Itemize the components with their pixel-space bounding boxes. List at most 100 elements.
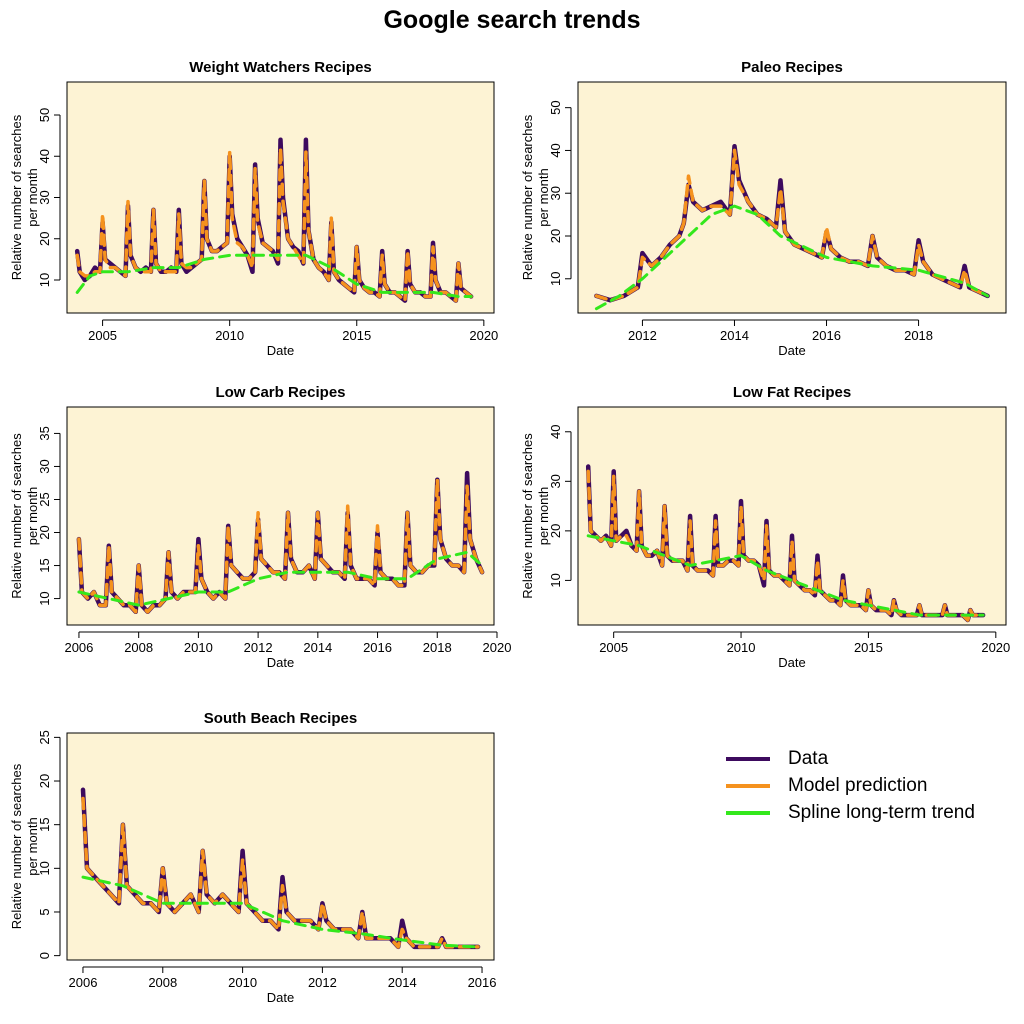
x-tick-label: 2014 (303, 640, 332, 655)
series-line (81, 796, 480, 949)
y-tick-label: 30 (37, 459, 52, 473)
y-tick-label: 30 (548, 186, 563, 200)
y-tick-label: 20 (37, 232, 52, 246)
x-tick-label: 2015 (342, 328, 371, 343)
plot-frame (66, 732, 495, 961)
x-tick-label: 2012 (628, 328, 657, 343)
y-tick-label: 20 (548, 524, 563, 538)
x-tick-label: 2014 (388, 975, 417, 990)
x-tick-label: 2010 (727, 640, 756, 655)
series-line (77, 477, 484, 614)
y-axis-label: per month (536, 168, 551, 227)
plot-background (578, 407, 1006, 625)
y-tick-label: 15 (37, 817, 52, 831)
x-tick-label: 2008 (124, 640, 153, 655)
x-tick-label: 2012 (308, 975, 337, 990)
y-tick-label: 40 (548, 143, 563, 157)
y-tick-label: 15 (37, 558, 52, 572)
chart-title: Low Carb Recipes (215, 384, 345, 401)
x-tick-label: 2005 (88, 328, 117, 343)
figure-title: Google search trends (383, 6, 641, 34)
y-tick-label: 25 (37, 492, 52, 506)
x-axis-label: Date (267, 990, 294, 1005)
x-axis-label: Date (267, 343, 294, 358)
y-tick-label: 10 (548, 272, 563, 286)
y-tick-label: 50 (37, 108, 52, 122)
chart-title: Weight Watchers Recipes (189, 59, 372, 76)
plot-frame (577, 406, 1007, 626)
y-axis-label: per month (536, 487, 551, 546)
chart-title: South Beach Recipes (204, 710, 357, 727)
y-tick-label: 35 (37, 426, 52, 440)
x-tick-label: 2018 (423, 640, 452, 655)
y-tick-label: 10 (37, 273, 52, 287)
series-line (81, 875, 480, 949)
x-axis-label: Date (778, 343, 805, 358)
x-tick-label: 2015 (854, 640, 883, 655)
y-tick-label: 40 (548, 425, 563, 439)
y-tick-label: 20 (548, 229, 563, 243)
y-tick-label: 25 (37, 730, 52, 744)
y-tick-label: 10 (37, 861, 52, 875)
y-tick-label: 20 (37, 525, 52, 539)
x-tick-label: 2020 (469, 328, 498, 343)
y-tick-label: 20 (37, 774, 52, 788)
series-line (594, 204, 990, 311)
x-tick-label: 2005 (599, 640, 628, 655)
x-tick-label: 2008 (148, 975, 177, 990)
y-axis-label: Relative number of searches (520, 433, 535, 599)
chart-panel: Low Fat Recipes 2005 2010 2015 2020 Date 10 20 3… (520, 384, 1010, 670)
y-tick-label: 5 (37, 908, 52, 915)
plot-frame (577, 81, 1007, 314)
chart-panel: Paleo Recipes 2012 2014 2016 2018 Date 10 20 30 4… (520, 59, 1007, 358)
legend-swatch-model (726, 783, 770, 788)
chart-title: Low Fat Recipes (733, 384, 851, 401)
x-tick-label: 2012 (244, 640, 273, 655)
chart-title: Paleo Recipes (741, 59, 843, 76)
y-axis-label: Relative number of searches (520, 114, 535, 280)
y-tick-label: 30 (37, 190, 52, 204)
x-tick-label: 2016 (812, 328, 841, 343)
y-axis-label: Relative number of searches (9, 433, 24, 599)
x-axis-label: Date (778, 655, 805, 670)
y-tick-label: 40 (37, 149, 52, 163)
x-tick-label: 2006 (69, 975, 98, 990)
y-axis-label: per month (25, 487, 40, 546)
x-tick-label: 2006 (64, 640, 93, 655)
legend-label: Spline long-term trend (788, 801, 975, 823)
x-tick-label: 2010 (228, 975, 257, 990)
x-tick-label: 2010 (184, 640, 213, 655)
y-tick-label: 50 (548, 100, 563, 114)
y-axis-label: Relative number of searches (9, 114, 24, 280)
x-axis-label: Date (267, 655, 294, 670)
series-line (594, 148, 990, 302)
x-tick-label: 2010 (215, 328, 244, 343)
y-tick-label: 10 (37, 591, 52, 605)
x-tick-label: 2020 (483, 640, 512, 655)
legend: Data Model prediction Spline long-term t… (726, 745, 975, 826)
legend-item-model: Model prediction (726, 772, 975, 799)
legend-item-trend: Spline long-term trend (726, 799, 975, 826)
x-tick-label: 2016 (363, 640, 392, 655)
y-axis-label: Relative number of searches (9, 763, 24, 929)
plot-frame (66, 406, 495, 626)
y-axis-label: per month (25, 168, 40, 227)
x-tick-label: 2014 (720, 328, 749, 343)
legend-label: Model prediction (788, 774, 928, 796)
plot-frame (66, 81, 495, 314)
legend-item-data: Data (726, 745, 975, 772)
plot-background (67, 407, 494, 625)
legend-swatch-trend (726, 810, 770, 815)
series-line (586, 534, 985, 617)
y-tick-label: 30 (548, 474, 563, 488)
y-tick-label: 0 (37, 952, 52, 959)
y-axis-label: per month (25, 817, 40, 876)
legend-swatch-data (726, 756, 770, 761)
series-line (75, 253, 473, 298)
y-tick-label: 10 (548, 573, 563, 587)
x-tick-label: 2016 (468, 975, 497, 990)
